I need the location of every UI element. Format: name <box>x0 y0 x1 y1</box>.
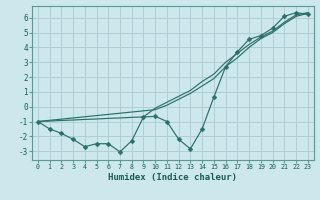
X-axis label: Humidex (Indice chaleur): Humidex (Indice chaleur) <box>108 173 237 182</box>
